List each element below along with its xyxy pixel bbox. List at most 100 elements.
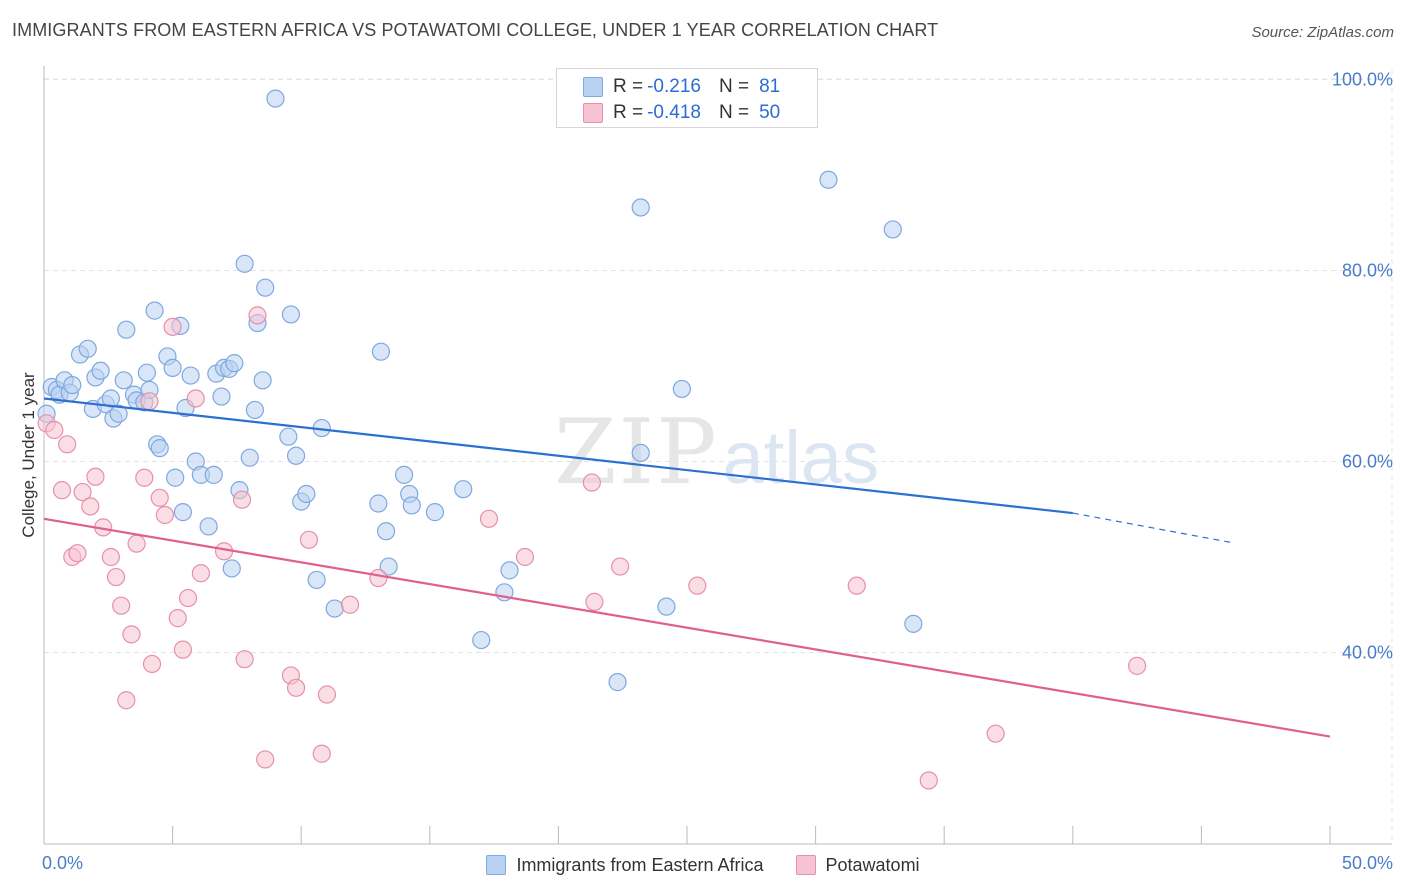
legend-item-potawatomi[interactable]: Potawatomi <box>795 855 920 876</box>
immigrants-point-32 <box>181 366 200 385</box>
immigrants-point-16 <box>114 371 133 390</box>
immigrants-point-55 <box>297 484 316 504</box>
immigrants-point-65 <box>402 496 421 515</box>
immigrants-point-71 <box>608 673 627 692</box>
potawatomi-point-6 <box>73 482 92 502</box>
potawatomi-point-21 <box>163 317 182 336</box>
potawatomi-point-45 <box>847 576 866 595</box>
immigrants-point-44 <box>235 254 254 273</box>
potawatomi-point-10 <box>101 547 120 567</box>
legend-row-potawatomi: R = -0.418 N = 50 <box>583 101 780 125</box>
immigrants-point-75 <box>672 379 691 399</box>
immigrants-point-25 <box>150 439 169 458</box>
potawatomi-point-3 <box>58 435 77 454</box>
potawatomi-point-25 <box>186 389 205 408</box>
potawatomi-point-15 <box>127 534 146 553</box>
immigrants-point-30 <box>173 503 192 522</box>
immigrants-trend-line <box>43 397 1073 515</box>
immigrants-point-62 <box>379 557 398 576</box>
potawatomi-point-18 <box>142 654 162 674</box>
potawatomi-point-1 <box>45 420 64 440</box>
r-label: R = <box>613 76 644 97</box>
potawatomi-point-13 <box>117 691 136 710</box>
immigrants-point-6 <box>63 376 82 395</box>
immigrants-point-60 <box>371 342 391 361</box>
immigrants-point-15 <box>109 404 128 423</box>
immigrants-point-21 <box>137 363 156 382</box>
potawatomi-point-28 <box>235 650 254 669</box>
immigrants-point-52 <box>281 305 301 324</box>
immigrants-point-35 <box>199 517 218 536</box>
immigrants-point-46 <box>245 400 265 420</box>
potawatomi-point-11 <box>106 567 126 587</box>
potawatomi-point-19 <box>150 488 169 507</box>
immigrants-point-51 <box>279 427 298 446</box>
series-legend: Immigrants from Eastern Africa Potawatom… <box>0 851 1406 879</box>
immigrants-point-70 <box>500 561 519 580</box>
potawatomi-point-23 <box>173 640 192 659</box>
potawatomi-point-40 <box>515 547 535 567</box>
immigrants-point-38 <box>212 387 231 406</box>
axes <box>43 66 1392 845</box>
potawatomi-point-48 <box>1127 656 1147 675</box>
y-tick-label: 100.0% <box>1332 70 1393 90</box>
immigrants-point-63 <box>394 465 414 484</box>
immigrants-point-67 <box>454 480 473 499</box>
legend-row-immigrants: R = -0.216 N = 81 <box>583 75 780 99</box>
potawatomi-point-8 <box>86 467 105 486</box>
potawatomi-point-17 <box>140 392 159 411</box>
immigrants-point-66 <box>425 503 445 522</box>
potawatomi-point-33 <box>286 678 306 697</box>
potawatomi-point-5 <box>68 544 87 563</box>
source-label: Source: ZipAtlas.com <box>1251 24 1394 41</box>
immigrants-point-78 <box>904 614 923 633</box>
series-potawatomi-points <box>37 306 1147 790</box>
immigrants-point-73 <box>631 443 650 463</box>
potawatomi-point-2 <box>52 481 72 500</box>
potawatomi-point-39 <box>479 509 499 528</box>
trend-lines <box>43 397 1331 738</box>
immigrants-point-48 <box>253 371 272 390</box>
potawatomi-point-37 <box>340 595 360 614</box>
immigrants-point-17 <box>117 320 136 339</box>
potawatomi-point-31 <box>256 750 275 769</box>
potawatomi-point-30 <box>248 306 267 325</box>
immigrants-point-53 <box>286 446 306 465</box>
r-value: -0.216 <box>647 76 701 97</box>
legend-label: Immigrants from Eastern Africa <box>516 854 764 875</box>
immigrants-point-77 <box>883 220 902 239</box>
immigrants-point-23 <box>145 301 164 320</box>
potawatomi-point-36 <box>317 685 337 704</box>
x-tick-label: 50.0% <box>1342 853 1393 873</box>
immigrants-point-68 <box>472 630 491 650</box>
r-value: -0.418 <box>647 102 701 123</box>
immigrants-point-27 <box>163 358 182 378</box>
immigrants-point-50 <box>266 89 285 108</box>
potawatomi-point-41 <box>582 473 601 492</box>
potawatomi-point-14 <box>122 625 141 644</box>
immigrants-point-58 <box>325 599 344 618</box>
correlation-legend: R = -0.216 N = 81 R = -0.418 N = 50 <box>556 68 818 128</box>
tick-labels: 40.0% 60.0% 80.0% 100.0% 0.0% 50.0% <box>42 70 1393 874</box>
immigrants-point-42 <box>225 354 244 373</box>
immigrants-point-76 <box>819 170 838 189</box>
potawatomi-trend-line <box>43 517 1331 738</box>
potawatomi-point-35 <box>312 744 331 763</box>
chart-title: IMMIGRANTS FROM EASTERN AFRICA VS POTAWA… <box>12 20 939 40</box>
potawatomi-point-16 <box>135 468 154 487</box>
legend-item-immigrants[interactable]: Immigrants from Eastern Africa <box>486 854 764 876</box>
potawatomi-point-47 <box>986 724 1005 743</box>
immigrants-point-61 <box>376 522 396 541</box>
potawatomi-point-12 <box>112 596 131 615</box>
x-tick-label: 0.0% <box>42 853 83 873</box>
immigrants-point-41 <box>222 559 241 578</box>
immigrants-point-72 <box>631 198 650 217</box>
r-label: R = <box>613 102 644 123</box>
immigrants-point-45 <box>240 448 259 467</box>
potawatomi-point-38 <box>369 568 388 588</box>
y-tick-label: 80.0% <box>1342 261 1393 281</box>
immigrants-point-59 <box>369 494 388 513</box>
y-tick-label: 60.0% <box>1342 452 1393 472</box>
potawatomi-point-29 <box>232 490 252 509</box>
